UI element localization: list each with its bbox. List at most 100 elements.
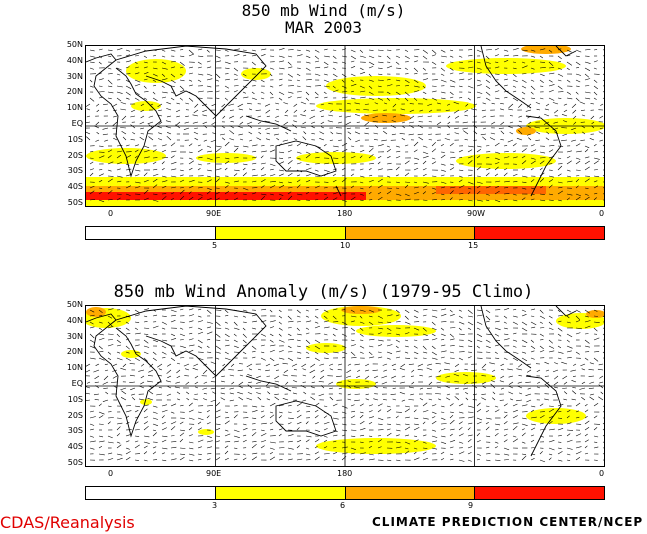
wind-vector — [161, 435, 168, 438]
wind-vector — [602, 441, 604, 443]
wind-vector — [251, 405, 258, 408]
wind-vector — [485, 435, 491, 438]
wind-vector — [303, 131, 307, 135]
wind-vector — [121, 131, 127, 135]
wind-vector — [467, 327, 472, 330]
wind-vector — [143, 145, 150, 149]
wind-vector — [482, 385, 487, 389]
wind-vector — [503, 321, 507, 324]
wind-vector — [256, 137, 262, 141]
wind-vector — [152, 429, 156, 432]
wind-vector — [377, 321, 383, 324]
wind-vector — [192, 121, 199, 124]
wind-vector — [332, 452, 338, 455]
wind-vector — [161, 315, 167, 317]
wind-vector — [104, 139, 109, 142]
wind-vector — [530, 308, 536, 311]
lat-label: 20N — [66, 347, 83, 357]
wind-vector — [233, 414, 238, 419]
wind-vector — [408, 386, 415, 389]
wind-vector — [494, 61, 499, 63]
wind-vector — [527, 363, 532, 365]
wind-vector — [476, 84, 482, 87]
wind-vector — [269, 73, 273, 77]
wind-vector — [341, 192, 347, 195]
wind-vector — [152, 168, 158, 171]
wind-vector — [584, 160, 590, 165]
wind-vector — [584, 49, 591, 51]
wind-vector — [372, 121, 379, 123]
wind-vector — [476, 49, 482, 53]
wind-vector — [544, 361, 550, 365]
wind-vector — [377, 155, 382, 159]
wind-vector — [107, 452, 113, 455]
wind-vector — [512, 55, 519, 57]
wind-vector — [557, 451, 563, 455]
wind-vector — [368, 321, 374, 325]
wind-vector — [454, 115, 460, 119]
wind-vector — [539, 459, 546, 463]
wind-vector — [386, 91, 391, 95]
wind-vector — [134, 91, 140, 96]
wind-vector — [125, 85, 132, 89]
wind-vector — [98, 333, 104, 336]
wind-vector — [305, 345, 310, 348]
wind-vector — [206, 150, 212, 153]
wind-vector — [170, 91, 175, 94]
wind-vector — [98, 61, 102, 65]
wind-vector — [437, 102, 442, 105]
wind-vector — [103, 387, 109, 389]
wind-vector — [347, 131, 352, 135]
wind-vector — [188, 326, 193, 329]
wind-vector — [125, 144, 130, 147]
wind-vector — [269, 422, 274, 425]
wind-vector — [242, 327, 246, 331]
wind-vector — [346, 127, 352, 130]
wind-vector — [377, 196, 383, 201]
colorbar-tick-label: 9 — [468, 501, 474, 510]
wind-vector — [600, 103, 604, 106]
wind-vector — [134, 429, 140, 431]
wind-vector — [391, 133, 397, 136]
wind-vector — [278, 415, 282, 419]
wind-vector — [202, 121, 208, 124]
wind-vector — [404, 172, 410, 177]
wind-vector — [107, 435, 113, 439]
wind-vector — [251, 91, 255, 95]
wind-vector — [530, 339, 534, 343]
wind-vector — [125, 338, 130, 341]
wind-vector — [328, 381, 334, 385]
wind-vector — [143, 339, 149, 344]
wind-vector — [431, 309, 438, 312]
wind-vector — [89, 161, 94, 165]
wind-vector — [467, 49, 473, 51]
wind-vector — [194, 375, 199, 379]
wind-vector — [143, 345, 150, 348]
wind-vector — [332, 327, 338, 331]
wind-vector — [314, 315, 319, 319]
wind-vector — [463, 374, 469, 377]
wind-vector — [449, 333, 455, 338]
wind-vector — [467, 156, 473, 159]
wind-vector — [512, 438, 519, 443]
wind-vector — [116, 91, 123, 94]
wind-vector — [458, 421, 463, 425]
wind-vector — [197, 196, 203, 201]
wind-vector — [454, 381, 460, 383]
wind-vector — [215, 333, 221, 338]
wind-vector — [485, 459, 491, 462]
wind-vector — [508, 381, 514, 385]
wind-vector — [143, 66, 148, 69]
wind-vector — [292, 380, 298, 383]
wind-vector — [422, 327, 427, 332]
wind-vector — [355, 114, 361, 117]
wind-vector — [386, 423, 392, 425]
wind-vector — [492, 397, 496, 401]
wind-vector — [467, 416, 474, 419]
wind-vector — [170, 435, 175, 437]
wind-vector — [242, 315, 246, 318]
wind-vector — [229, 138, 235, 141]
wind-vector — [557, 79, 562, 82]
wind-vector — [161, 327, 166, 330]
wind-vector — [143, 315, 148, 318]
